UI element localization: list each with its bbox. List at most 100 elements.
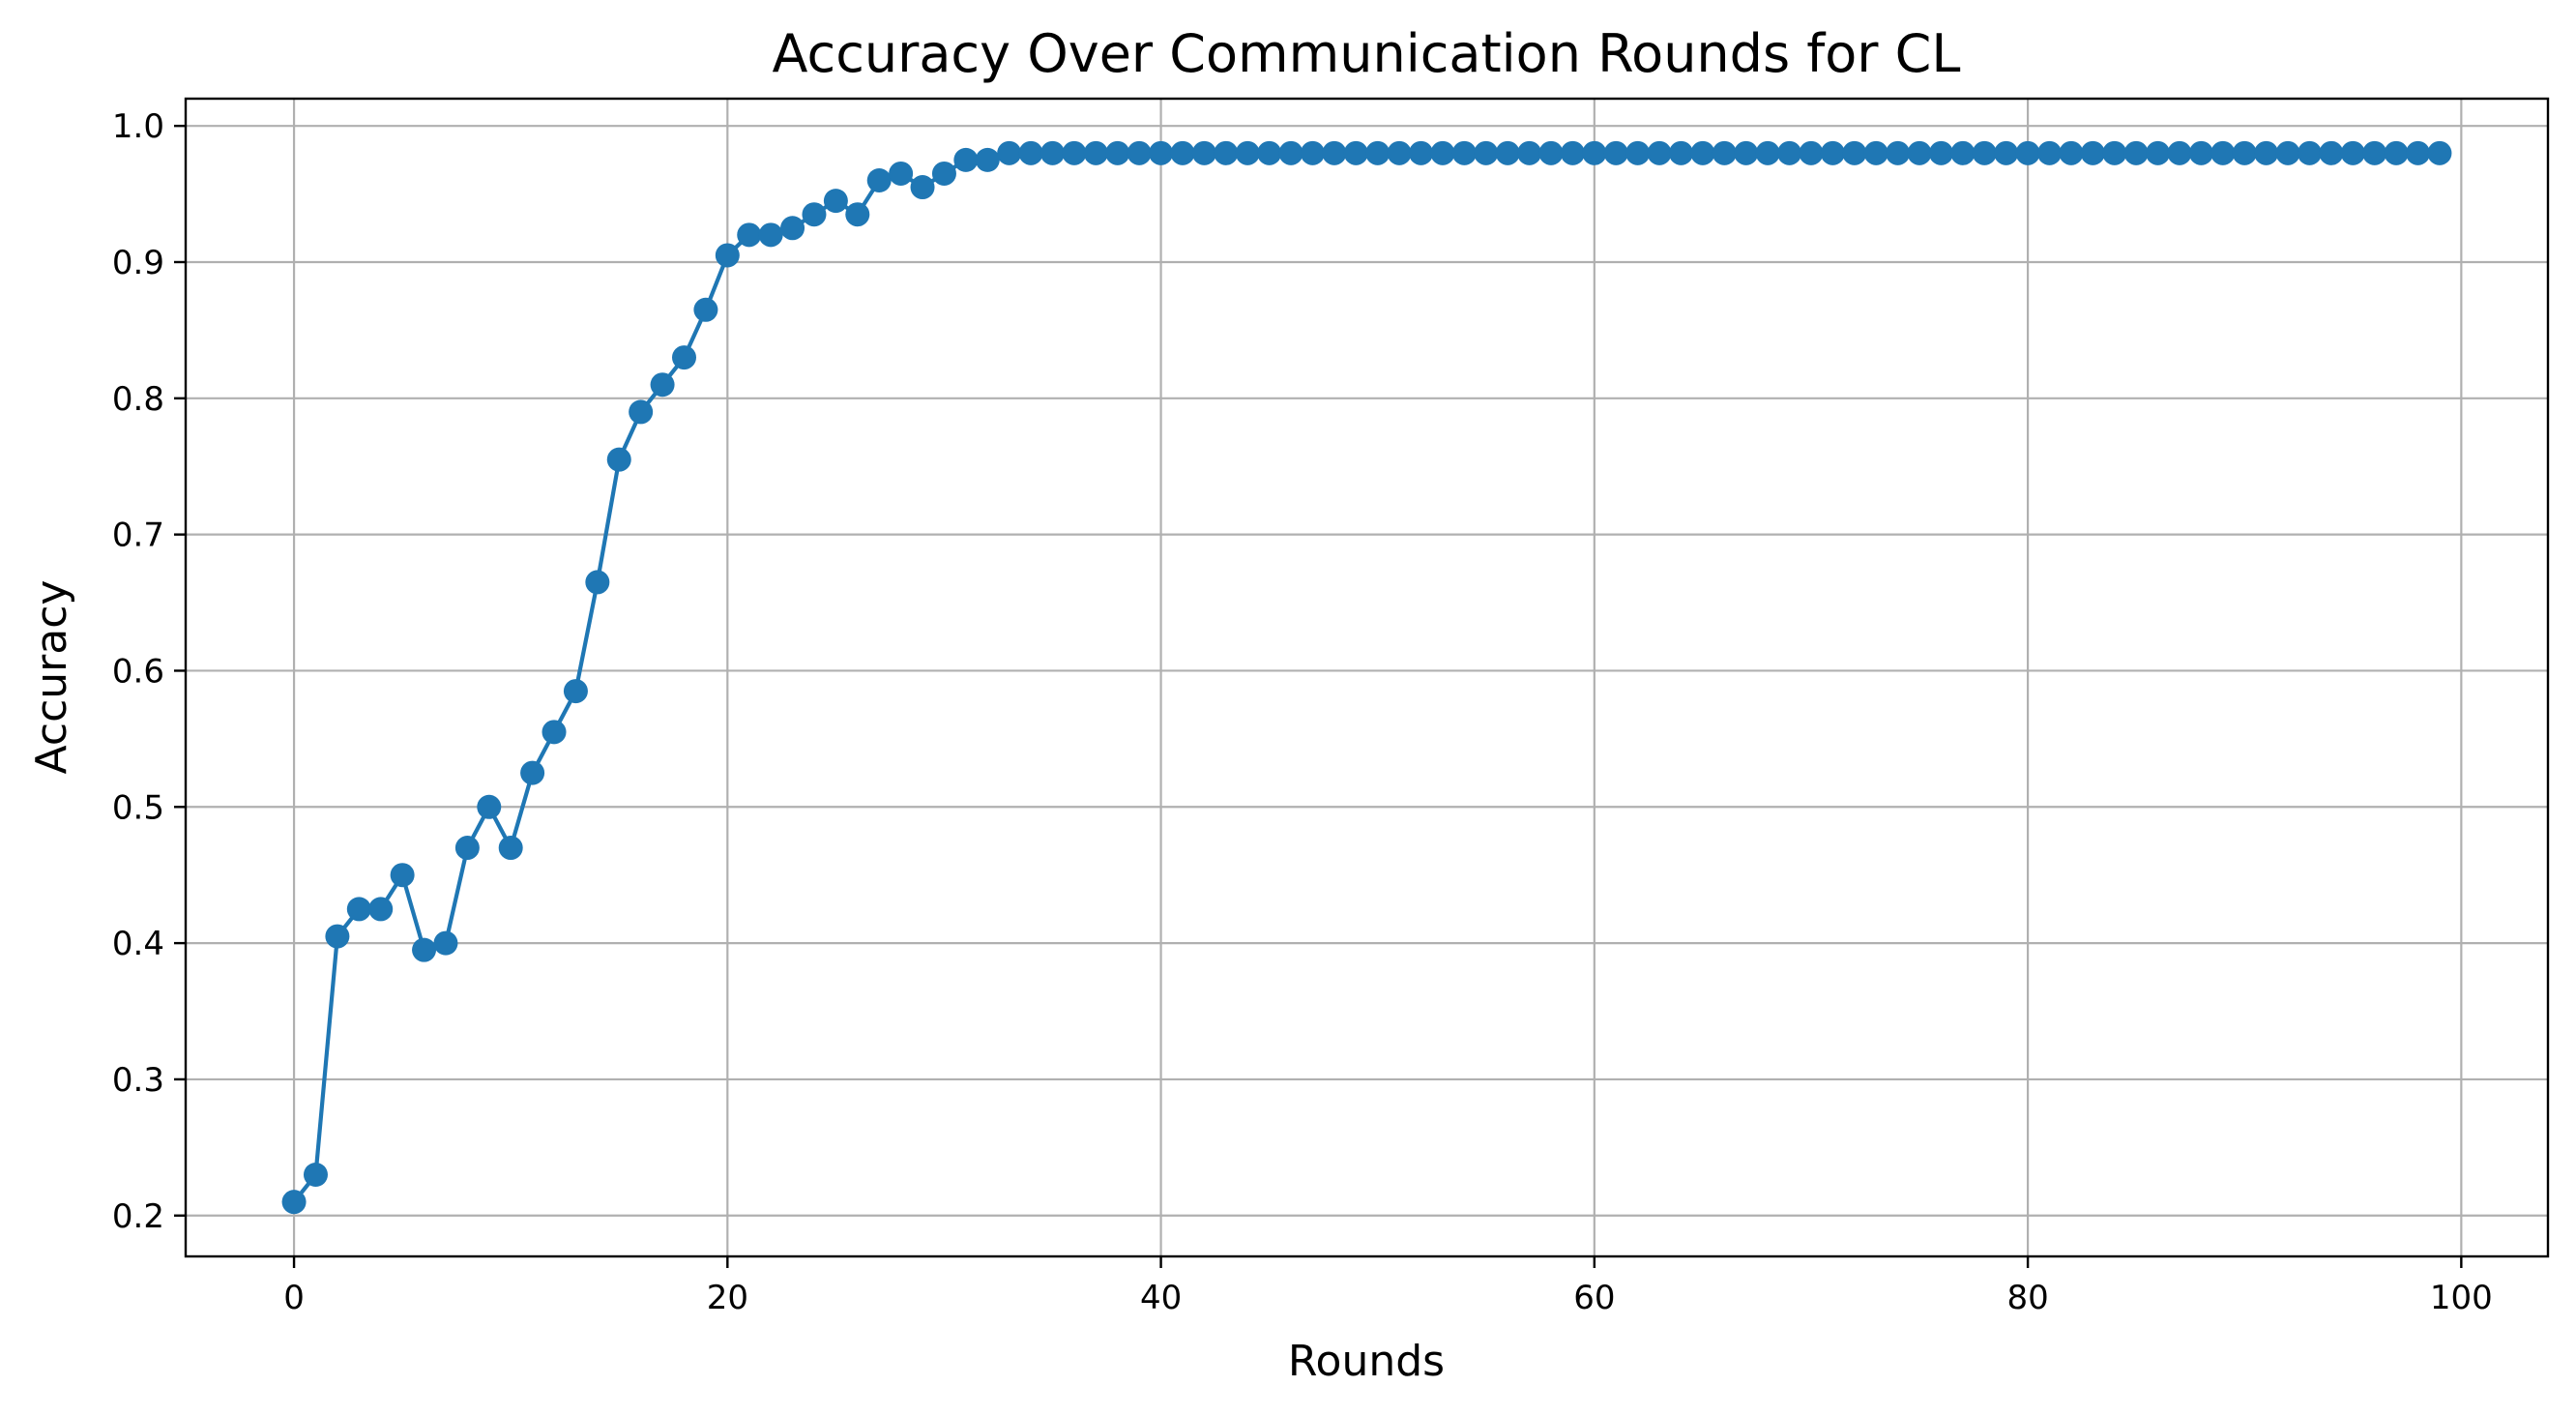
data-point <box>1820 140 1845 165</box>
data-point <box>1603 140 1628 165</box>
y-tick-label: 0.4 <box>112 925 164 963</box>
data-point <box>325 924 350 949</box>
data-point <box>1647 140 1672 165</box>
data-point <box>737 222 762 248</box>
data-point <box>606 447 631 472</box>
data-point <box>1886 140 1911 165</box>
data-point <box>1300 140 1325 165</box>
y-tick-label: 0.2 <box>112 1197 164 1236</box>
x-tick-label: 80 <box>2006 1279 2048 1317</box>
data-point <box>1343 140 1368 165</box>
data-point <box>1863 140 1888 165</box>
data-point <box>931 161 956 186</box>
data-point <box>520 760 545 785</box>
y-axis-label: Accuracy <box>27 580 76 775</box>
data-point <box>1668 140 1693 165</box>
data-point <box>2406 140 2431 165</box>
y-tick-label: 0.6 <box>112 652 164 691</box>
data-point <box>2340 140 2365 165</box>
data-point <box>2362 140 2387 165</box>
data-point <box>1235 140 1260 165</box>
data-point <box>1582 140 1607 165</box>
data-point <box>1191 140 1216 165</box>
data-point <box>1777 140 1802 165</box>
data-point <box>953 147 979 172</box>
data-point <box>1625 140 1651 165</box>
chart-title: Accuracy Over Communication Rounds for C… <box>773 23 1961 84</box>
data-point <box>563 679 588 704</box>
data-point <box>910 175 935 200</box>
data-point <box>1062 140 1087 165</box>
data-point <box>368 897 394 922</box>
data-point <box>845 202 870 227</box>
data-point <box>1734 140 1759 165</box>
plot-frame <box>184 97 2550 1258</box>
data-point <box>802 202 827 227</box>
data-point <box>1842 140 1867 165</box>
data-point <box>780 216 805 241</box>
x-tick-label: 100 <box>2430 1279 2493 1317</box>
data-point <box>1451 140 1477 165</box>
data-point <box>671 345 696 370</box>
data-point <box>585 570 610 595</box>
data-point <box>629 399 654 425</box>
data-point <box>346 897 371 922</box>
y-tick-label: 0.5 <box>112 788 164 827</box>
data-point <box>823 189 848 214</box>
data-point <box>1214 140 1239 165</box>
y-tick-label: 0.7 <box>112 516 164 555</box>
data-point <box>1278 140 1303 165</box>
data-point <box>1560 140 1585 165</box>
data-point <box>1409 140 1434 165</box>
axis-ticks: 0 20 40 60 80 100 0.2 0.3 0.4 0.5 0.6 0.7 0.8 0.9 1.0 <box>112 107 2493 1317</box>
y-tick-label: 0.3 <box>112 1061 164 1100</box>
data-point <box>1430 140 1455 165</box>
data-point <box>1040 140 1066 165</box>
data-point <box>454 836 480 861</box>
data-point <box>2059 140 2084 165</box>
data-point <box>889 161 914 186</box>
data-point <box>2232 140 2257 165</box>
data-point <box>650 372 675 398</box>
data-point <box>542 720 567 745</box>
data-point <box>1950 140 1976 165</box>
data-point <box>2319 140 2344 165</box>
data-point <box>2123 140 2149 165</box>
data-point <box>390 863 415 888</box>
data-point <box>1257 140 1282 165</box>
data-point <box>1105 140 1130 165</box>
data-point <box>1083 140 1108 165</box>
x-tick-label: 20 <box>707 1279 748 1317</box>
data-point <box>2210 140 2236 165</box>
x-tick-label: 40 <box>1140 1279 1182 1317</box>
x-axis-label: Rounds <box>1288 1337 1445 1386</box>
data-point <box>1474 140 1499 165</box>
data-point <box>1387 140 1412 165</box>
y-tick-label: 0.9 <box>112 244 164 282</box>
data-point <box>1799 140 1824 165</box>
data-point <box>2188 140 2213 165</box>
data-point <box>2102 140 2127 165</box>
data-point <box>433 930 458 956</box>
data-point <box>2167 140 2192 165</box>
data-point <box>1322 140 1347 165</box>
data-point <box>1755 140 1780 165</box>
data-point <box>412 937 437 962</box>
data-point <box>2297 140 2322 165</box>
x-tick-label: 0 <box>283 1279 305 1317</box>
data-point <box>715 243 740 268</box>
data-point <box>1712 140 1737 165</box>
data-point <box>1690 140 1715 165</box>
data-point <box>477 794 502 819</box>
data-point <box>2015 140 2040 165</box>
data-point <box>758 222 783 248</box>
series-accuracy <box>281 140 2452 1215</box>
data-point <box>1972 140 1997 165</box>
data-point <box>2275 140 2300 165</box>
data-point <box>1538 140 1564 165</box>
data-point <box>1127 140 1152 165</box>
data-point <box>1517 140 1542 165</box>
data-point <box>2080 140 2105 165</box>
